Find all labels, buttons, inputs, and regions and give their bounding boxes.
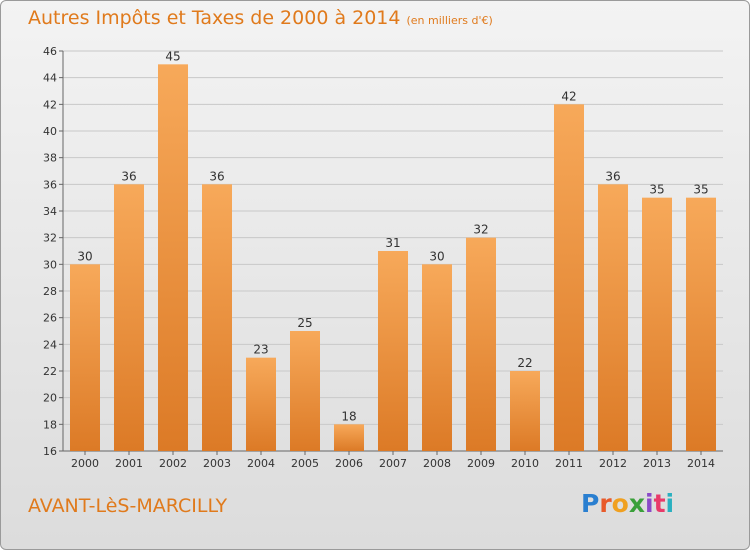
x-tick-label: 2009 [467,457,495,470]
data-label: 36 [209,169,224,183]
y-tick-label: 36 [43,178,57,191]
y-tick-label: 34 [43,205,57,218]
bar [290,331,320,451]
y-tick-label: 30 [43,258,57,271]
bar [334,424,364,451]
y-tick-label: 20 [43,392,57,405]
y-tick-label: 38 [43,152,57,165]
data-label: 31 [385,236,400,250]
y-tick-label: 26 [43,312,57,325]
bars [70,64,716,452]
x-tick-label: 2013 [643,457,671,470]
logo-letter: t [653,489,666,518]
y-tick-label: 24 [43,338,57,351]
bar [114,184,144,452]
bar [246,357,276,451]
bar [466,237,496,451]
proxiti-logo[interactable]: Proxiti [581,489,674,518]
bar [598,184,628,452]
y-tick-label: 44 [43,72,57,85]
title-line: Autres Impôts et Taxes de 2000 à 2014 (en… [28,7,493,29]
data-label: 23 [253,343,268,357]
bar [70,264,100,451]
y-tick-label: 18 [43,418,57,431]
data-label: 30 [77,249,92,263]
y-tick-label: 22 [43,365,57,378]
bar [686,197,716,451]
logo-letter: x [628,489,645,518]
data-label: 35 [693,183,708,197]
data-label: 45 [165,49,180,63]
y-tick-label: 42 [43,98,57,111]
logo-letter: o [611,489,629,518]
data-label: 25 [297,316,312,330]
data-label: 36 [121,169,136,183]
y-tick-label: 40 [43,125,57,138]
axes: 16 18 20 22 24 26 28 30 32 34 36 38 40 42 44 46 2000 2001… [43,45,723,470]
y-tick-label: 32 [43,232,57,245]
data-label: 30 [429,249,444,263]
x-tick-label: 2008 [423,457,451,470]
town-name: AVANT-LèS-MARCILLY [28,495,228,517]
x-tick-label: 2010 [511,457,539,470]
chart-subtitle: (en milliers d'€) [406,14,493,27]
data-label: 42 [561,89,576,103]
bar [510,371,540,451]
y-tick-label: 28 [43,285,57,298]
x-tick-label: 2006 [335,457,363,470]
y-tick-label: 16 [43,445,57,458]
logo-letter: i [645,489,654,518]
data-label: 22 [517,356,532,370]
logo-letter: r [599,489,612,518]
bar [642,197,672,451]
x-tick-label: 2003 [203,457,231,470]
data-label: 35 [649,183,664,197]
x-tick-label: 2014 [687,457,715,470]
logo-letter: i [665,489,675,518]
logo-letter: P [581,489,600,518]
bar [202,184,232,452]
bar [158,64,188,452]
y-tick-label: 46 [43,45,57,58]
x-tick-label: 2001 [115,457,143,470]
data-label: 36 [605,169,620,183]
x-tick-label: 2000 [71,457,99,470]
bar [378,251,408,451]
chart-title: Autres Impôts et Taxes de 2000 à 2014 [28,7,401,29]
x-tick-label: 2004 [247,457,275,470]
data-label: 18 [341,409,356,423]
x-tick-label: 2002 [159,457,187,470]
value-labels: 30 36 45 36 23 25 18 31 30 32 22 42 36 35 35 [77,49,708,423]
bar [422,264,452,451]
x-tick-label: 2007 [379,457,407,470]
x-tick-label: 2005 [291,457,319,470]
data-label: 32 [473,223,488,237]
x-tick-label: 2011 [555,457,583,470]
x-tick-label: 2012 [599,457,627,470]
bar [554,104,584,451]
